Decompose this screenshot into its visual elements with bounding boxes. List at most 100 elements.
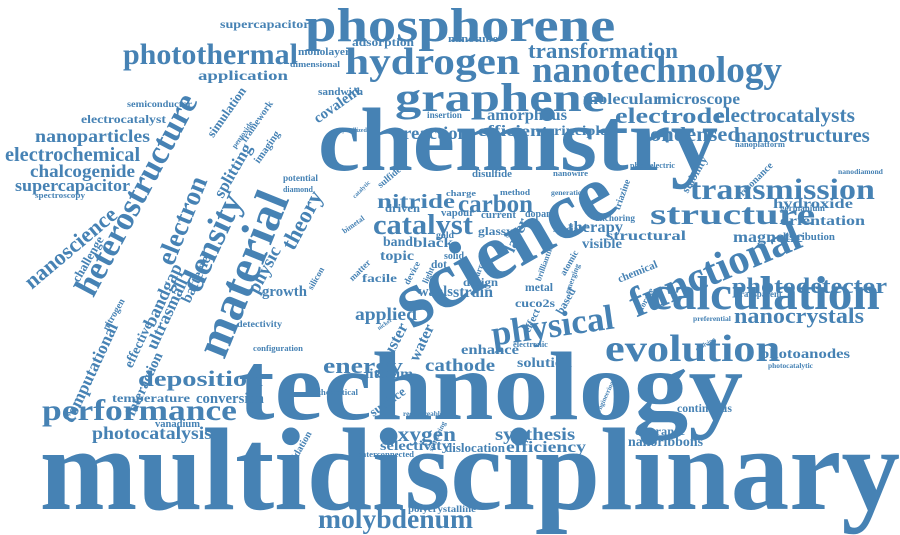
word-energy: energy xyxy=(323,353,403,378)
word-potential: potential xyxy=(283,174,318,184)
word-nanoribbons: nanoribbons xyxy=(628,435,703,450)
word-molybdenum: molybdenum xyxy=(318,503,473,534)
word-electrochemical: electrochemical xyxy=(5,144,141,166)
word-nanoparticles: nanoparticles xyxy=(35,126,150,146)
word-graphene: graphene xyxy=(395,75,605,120)
word-applied: applied xyxy=(355,304,417,324)
word-polycrystalline: polycrystalline xyxy=(408,504,476,514)
word-condensed: condensed xyxy=(640,124,740,146)
word-interconnected: interconnected xyxy=(359,450,415,459)
word-photothermal: photothermal xyxy=(123,38,298,71)
word-dimensional: dimensional xyxy=(290,60,340,69)
word-synthesis: synthesis xyxy=(495,424,576,444)
word-imaging: imaging xyxy=(251,128,283,166)
word-photocatalytic: photocatalytic xyxy=(768,361,813,370)
word-microscope: microscope xyxy=(657,91,741,108)
word-theoretical: theoretical xyxy=(318,388,358,397)
word-adsorption: adsorption xyxy=(352,35,415,49)
word-photoelectric: photoelectric xyxy=(630,161,676,170)
word-distribution: distribution xyxy=(780,232,835,243)
word-temperature: temperature xyxy=(112,391,191,405)
word-crystallized: crystallized xyxy=(337,128,367,134)
word-electrocatalyst: electrocatalyst xyxy=(81,112,166,126)
word-rechargeable: rechargeable xyxy=(403,410,443,418)
word-supercapacitors: supercapacitors xyxy=(220,17,315,31)
word-clearance: clearance xyxy=(635,424,686,438)
word-photodetector: photodetector xyxy=(732,273,888,298)
word-vapour: vapour xyxy=(441,207,474,219)
word-facile: facile xyxy=(362,271,397,285)
word-nanowire: nanowire xyxy=(553,169,589,178)
word-principle: principle xyxy=(545,124,608,139)
word-phosphorene: phosphorene xyxy=(305,0,616,52)
word-photocatalysis: photocatalysis xyxy=(92,423,212,443)
word-supercapacitor: supercapacitor xyxy=(15,176,131,195)
word-spectroscopy: spectroscopy xyxy=(35,191,86,200)
word-electrocatalysts: electrocatalysts xyxy=(715,103,855,127)
word-enhance: enhance xyxy=(461,343,519,358)
word-topic: topic xyxy=(380,249,415,264)
word-nitride: nitride xyxy=(377,191,455,213)
word-cuco2s: cuco2s xyxy=(515,296,556,310)
word-continuous: continuous xyxy=(677,402,732,415)
word-therapy: therapy xyxy=(568,219,624,236)
word-charge: charge xyxy=(446,189,476,198)
word-amorphous: amorphous xyxy=(487,107,568,124)
word-gold: gold xyxy=(436,230,455,241)
word-design: design xyxy=(463,275,499,289)
word-calculation: calculation xyxy=(650,267,880,320)
word-efficiency: efficiency xyxy=(506,439,587,456)
word-technology: technology xyxy=(238,333,744,441)
word-insertion: insertion xyxy=(427,111,462,121)
word-nanoplatform: nanoplatform xyxy=(735,139,785,149)
word-semiconductor: semiconductor xyxy=(127,99,192,109)
word-deposition: deposition xyxy=(138,366,264,391)
word-diamond: diamond xyxy=(283,185,313,194)
word-dot: dot xyxy=(431,259,447,271)
word-visible: visible xyxy=(582,237,623,252)
word-glassy: glassy xyxy=(478,224,513,238)
word-growth: growth xyxy=(262,284,307,300)
word-hydrogen: hydrogen xyxy=(345,41,520,83)
word-metal: metal xyxy=(525,281,553,294)
word-oxygen: oxygen xyxy=(386,424,456,446)
word-sandwich: sandwich xyxy=(318,87,364,98)
word-performance: performance xyxy=(42,394,237,427)
word-nanostructures: nanostructures xyxy=(735,123,870,147)
word-monolayer: monolayer xyxy=(298,47,351,58)
word-anchoring: anchoring xyxy=(595,213,635,223)
word-preferential: preferential xyxy=(693,314,731,323)
word-driven: driven xyxy=(385,201,420,215)
word-transparent: transparent xyxy=(737,289,782,299)
word-solution: solution xyxy=(517,356,573,371)
word-silicon: silicon xyxy=(305,264,326,291)
word-catalyst: catalyst xyxy=(373,210,473,241)
word-dislocation: dislocation xyxy=(445,440,506,455)
word-structural: structural xyxy=(606,229,686,244)
word-orientation: orientation xyxy=(780,214,866,229)
word-bimetal: bimetal xyxy=(340,213,367,236)
word-photoanodes: photoanodes xyxy=(760,347,851,362)
word-transmission: transmission xyxy=(690,173,875,206)
word-band: band xyxy=(383,234,413,249)
word-vanadium: vanadium xyxy=(155,419,200,430)
word-detectivity: detectivity xyxy=(237,319,283,329)
word-carbon: carbon xyxy=(458,191,533,218)
word-evolution: evolution xyxy=(605,328,781,370)
word-disulfide: disulfide xyxy=(472,169,512,180)
word-hydroxide: hydroxide xyxy=(773,197,853,212)
word-method: method xyxy=(500,188,531,197)
word-dopant: dopant xyxy=(525,209,556,220)
word-electrode: electrode xyxy=(615,103,725,128)
word-cathode: cathode xyxy=(425,355,496,375)
word-molecular: molecular xyxy=(583,91,661,108)
word-electronic: electronic xyxy=(513,339,548,349)
word-current: current xyxy=(481,210,517,221)
word-generation: generation xyxy=(551,188,587,197)
word-special: special xyxy=(553,224,581,235)
word-black: black xyxy=(413,236,454,251)
word-reaction: reaction xyxy=(403,123,469,143)
word-nanotube: nanotube xyxy=(448,34,499,45)
word-nanodiamond: nanodiamond xyxy=(838,167,883,176)
